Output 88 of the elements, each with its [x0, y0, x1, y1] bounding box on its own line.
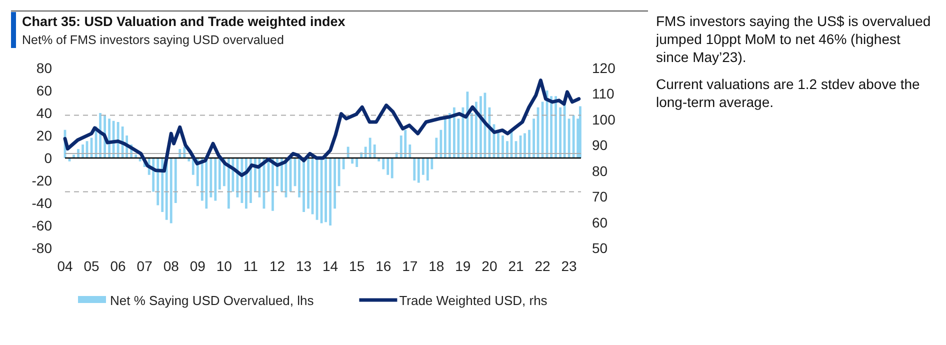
bar — [440, 130, 442, 158]
x-tick-label: 18 — [428, 258, 444, 274]
y2-tick-label: 110 — [592, 86, 615, 102]
bar — [572, 115, 575, 158]
x-tick-label: 12 — [269, 258, 286, 274]
y2-tick-label: 60 — [592, 214, 608, 230]
bar — [417, 158, 420, 183]
bar — [368, 138, 372, 158]
bar — [351, 158, 354, 164]
y-tick-label: 60 — [36, 82, 52, 98]
bar — [382, 158, 385, 170]
y2-tick-label: 80 — [592, 162, 608, 179]
bar — [568, 118, 570, 158]
y-tick-label: -20 — [32, 172, 52, 188]
bar — [214, 158, 217, 201]
y2-tick-label: 120 — [592, 60, 616, 76]
x-tick-label: 08 — [163, 258, 180, 274]
x-tick-label: 23 — [561, 258, 578, 274]
y-tick-label: 40 — [36, 105, 52, 121]
x-tick-label: 22 — [534, 258, 551, 274]
y2-tick-label: 100 — [592, 111, 616, 128]
bar — [298, 158, 300, 198]
bar — [579, 106, 582, 158]
x-tick-label: 11 — [243, 258, 258, 274]
x-tick-label: 17 — [402, 258, 418, 274]
bar — [404, 130, 407, 158]
y-tick-label: 0 — [44, 150, 52, 166]
bar — [444, 118, 446, 158]
bar — [342, 158, 345, 170]
x-tick-label: 19 — [455, 258, 471, 274]
bar — [356, 158, 358, 167]
x-tick-label: 10 — [216, 258, 232, 274]
x-tick-label: 04 — [57, 258, 73, 274]
y-tick-label: 20 — [36, 128, 52, 144]
bar — [426, 158, 429, 180]
x-tick-label: 14 — [322, 258, 338, 274]
line-series — [63, 78, 581, 177]
legend-label: Trade Weighted USD, rhs — [399, 293, 548, 308]
y2-tick-label: 70 — [592, 188, 608, 205]
text: FMS investors saying the US$ is overvalued jumped 10ppt MoM to net 46% (highest since May’23). — [656, 12, 932, 66]
bar — [532, 118, 535, 158]
x-tick-label: 05 — [84, 258, 100, 274]
bar — [470, 113, 473, 158]
y2-tick-label: 90 — [592, 137, 608, 154]
chart-subtitle: Net% of FMS investors saying USD overvalued — [22, 33, 284, 47]
bar — [502, 136, 504, 158]
bar — [205, 158, 208, 209]
bar — [324, 158, 327, 222]
y-tick-label: 80 — [36, 60, 52, 76]
bar — [390, 158, 394, 178]
bar — [329, 158, 332, 226]
legend-label: Net % Saying USD Overvalued, lhs — [110, 293, 314, 308]
x-tick-label: 16 — [376, 258, 392, 274]
x-tick-label: 20 — [482, 258, 498, 274]
x-tick-label: 13 — [296, 258, 312, 274]
bar — [307, 158, 310, 209]
bar — [448, 113, 451, 158]
bar — [210, 158, 212, 198]
x-tick-label: 15 — [349, 258, 365, 274]
bar — [338, 158, 340, 186]
bar — [528, 130, 530, 158]
x-tick-label: 07 — [136, 258, 153, 274]
bar — [170, 158, 172, 224]
text: Current valuations are 1.2 stdev above the long-term average. — [656, 75, 921, 111]
bar — [524, 133, 526, 158]
y2-tick-label: 50 — [592, 240, 608, 256]
bar — [413, 158, 416, 180]
bar — [559, 107, 562, 158]
bar — [506, 141, 508, 158]
bar — [99, 113, 102, 158]
y-tick-label: -80 — [32, 240, 52, 256]
bar — [174, 158, 177, 203]
bar — [272, 158, 274, 211]
bar — [422, 158, 424, 175]
bar — [554, 96, 557, 158]
x-tick-label: 21 — [508, 258, 524, 274]
x-tick-label: 09 — [190, 258, 206, 274]
bar — [550, 96, 552, 158]
bar — [435, 138, 438, 158]
y-tick-label: -60 — [32, 218, 52, 234]
chart-title: Chart 35: USD Valuation and Trade weighted index — [22, 14, 346, 29]
bar — [218, 158, 221, 190]
bar — [334, 158, 336, 209]
bar — [480, 96, 482, 158]
x-tick-label: 06 — [110, 258, 126, 274]
y-tick-label: -40 — [32, 195, 52, 211]
bar — [161, 158, 164, 212]
bar — [386, 158, 390, 175]
